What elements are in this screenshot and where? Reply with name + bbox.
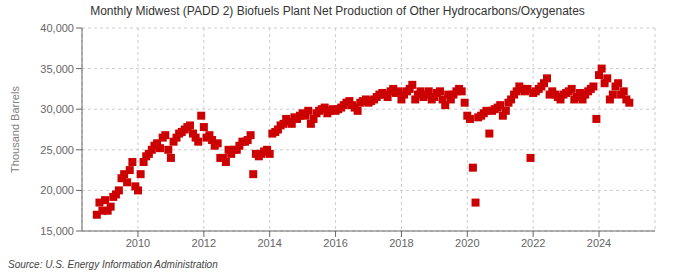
svg-text:20,000: 20,000 [40, 184, 74, 196]
svg-text:Thousand Barrels: Thousand Barrels [9, 86, 21, 173]
svg-text:2018: 2018 [389, 237, 413, 249]
svg-text:2014: 2014 [257, 237, 281, 249]
svg-text:40,000: 40,000 [40, 22, 74, 34]
svg-text:2022: 2022 [521, 237, 545, 249]
svg-text:2020: 2020 [455, 237, 479, 249]
html-text:Source: U.S. Energy Informatio: Source: U.S. Energy Information Administ… [8, 259, 218, 270]
svg-text:2010: 2010 [126, 237, 150, 249]
html-text:Monthly Midwest (PADD 2) Biofu: Monthly Midwest (PADD 2) Biofuels Plant … [90, 4, 585, 18]
svg-text:30,000: 30,000 [40, 103, 74, 115]
svg-text:2016: 2016 [323, 237, 347, 249]
svg-text:2012: 2012 [192, 237, 216, 249]
svg-text:25,000: 25,000 [40, 144, 74, 156]
svg-text:35,000: 35,000 [40, 63, 74, 75]
svg-text:2024: 2024 [587, 237, 611, 249]
svg-text:15,000: 15,000 [40, 225, 74, 237]
